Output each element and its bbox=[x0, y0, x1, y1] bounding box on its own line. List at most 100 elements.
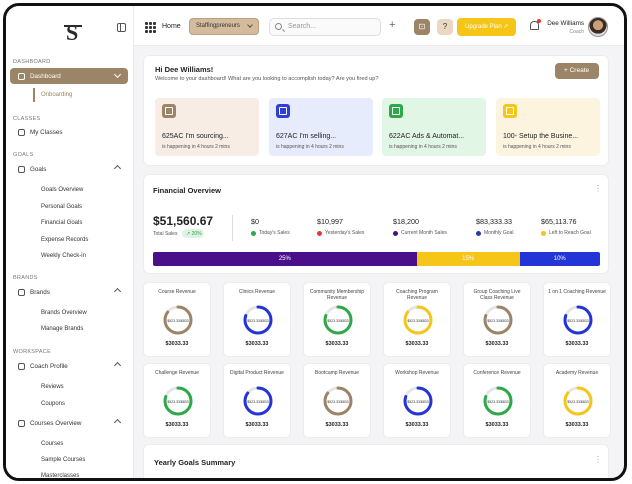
chevron-icon bbox=[113, 361, 122, 370]
revenue-gauge bbox=[403, 386, 433, 416]
revenue-card[interactable]: Challenge Revenue $523.33/$833 $3033.33 bbox=[143, 363, 211, 438]
notification-bell-icon[interactable] bbox=[530, 19, 541, 30]
revenue-card[interactable]: Digital Product Revenue $523.33/$833 $3033… bbox=[223, 363, 291, 438]
revenue-card[interactable]: Coaching Program Revenue $523.33/$833 $303… bbox=[383, 282, 451, 357]
gauge-value: $523.33/$833 bbox=[327, 319, 349, 323]
sidebar-item-expense-records[interactable]: Expense Records bbox=[41, 237, 89, 243]
revenue-title: Digital Product Revenue bbox=[230, 370, 284, 376]
sidebar-item-financial-goals[interactable]: Financial Goals bbox=[41, 220, 83, 226]
notification-dot bbox=[537, 19, 541, 23]
legend-dot bbox=[476, 230, 481, 236]
calendar-icon bbox=[503, 104, 517, 118]
sidebar-item-masterclasses[interactable]: Masterclasses bbox=[41, 473, 80, 479]
revenue-gauge bbox=[163, 305, 193, 335]
total-sales-value: $51,560.67 bbox=[153, 214, 214, 228]
welcome-card: Hi Dee Williams! Welcome to your dashboa… bbox=[143, 55, 609, 166]
revenue-card[interactable]: 1 on 1 Coaching Revenue $523.33/$833 $3033… bbox=[543, 282, 611, 357]
revenue-gauge bbox=[243, 386, 273, 416]
sales-stat: $18,200 Current Month Sales bbox=[393, 217, 447, 236]
sales-progress-bar: 25% 15% 10% bbox=[153, 252, 600, 266]
store-icon[interactable]: ⊡ bbox=[414, 19, 430, 35]
sidebar-item-manage-brands[interactable]: Manage Brands bbox=[41, 326, 84, 332]
stat-label: Monthly Goal bbox=[484, 230, 514, 236]
revenue-card[interactable]: Course Revenue $523.33/$833 $3033.33 bbox=[143, 282, 211, 357]
yearly-goals-title: Yearly Goals Summary bbox=[154, 458, 236, 467]
activity-card[interactable]: 100- Setup the Busine... is happening in … bbox=[496, 98, 600, 156]
sidebar-collapse-icon[interactable] bbox=[117, 23, 126, 32]
home-icon bbox=[18, 72, 25, 80]
stat-label: Yesterday's Sales bbox=[325, 230, 365, 236]
revenue-title: Conference Revenue bbox=[473, 370, 521, 376]
apps-grid-icon[interactable] bbox=[145, 22, 156, 33]
sidebar-item-my-classes[interactable]: My Classes bbox=[10, 124, 128, 140]
calendar-icon bbox=[276, 104, 290, 118]
legend-dot bbox=[393, 230, 398, 236]
search-input[interactable]: Search... bbox=[269, 18, 381, 36]
revenue-card[interactable]: Group Coaching Live Class Revenue $523.33… bbox=[463, 282, 531, 357]
sidebar-item-brands-overview[interactable]: Brands Overview bbox=[41, 310, 87, 316]
revenue-amount: $3033.33 bbox=[565, 422, 589, 428]
help-icon[interactable]: ? bbox=[437, 19, 453, 35]
revenue-title: Course Revenue bbox=[158, 289, 196, 295]
revenue-title: Workshop Revenue bbox=[395, 370, 439, 376]
brand-logo[interactable]: S bbox=[64, 22, 88, 44]
revenue-amount: $3033.33 bbox=[485, 341, 509, 347]
topbar: Home Staffingpreneurs Search... + ⊡ ? Up… bbox=[134, 6, 624, 46]
gauge-value: $523.33/$833 bbox=[407, 319, 429, 323]
sidebar-item-goals-overview[interactable]: Goals Overview bbox=[41, 187, 84, 193]
progress-segment: 10% bbox=[519, 252, 600, 266]
more-options-icon[interactable]: ⋮ bbox=[594, 184, 602, 193]
chevron-down-icon bbox=[247, 22, 253, 28]
sidebar-item-brands[interactable]: Brands bbox=[10, 284, 128, 300]
organization-select[interactable]: Staffingpreneurs bbox=[189, 18, 259, 35]
add-icon[interactable]: + bbox=[389, 19, 396, 31]
sidebar-item-courses[interactable]: Courses bbox=[41, 441, 64, 447]
more-options-icon[interactable]: ⋮ bbox=[594, 455, 602, 464]
sidebar-item-label: Goals bbox=[30, 165, 47, 173]
sidebar-item-dashboard[interactable]: Dashboard bbox=[10, 68, 128, 84]
revenue-card[interactable]: Workshop Revenue $523.33/$833 $3033.33 bbox=[383, 363, 451, 438]
revenue-gauge bbox=[483, 386, 513, 416]
home-link[interactable]: Home bbox=[162, 23, 181, 30]
stat-value: $65,113.76 bbox=[541, 217, 577, 226]
activity-title: 622AC Ads & Automat... bbox=[389, 133, 465, 140]
sidebar-item-weekly-checkin[interactable]: Weekly Check-in bbox=[41, 253, 86, 259]
revenue-card[interactable]: Community Membership Revenue $523.33/$833… bbox=[303, 282, 371, 357]
activity-time: is happening in 4 hours 2 mins bbox=[503, 144, 571, 150]
sidebar-item-coach-profile[interactable]: Coach Profile bbox=[10, 358, 128, 374]
diamond-icon bbox=[18, 288, 25, 296]
revenue-amount: $3033.33 bbox=[165, 422, 189, 428]
upgrade-plan-button[interactable]: Upgrade Plan ↗ bbox=[457, 18, 516, 36]
activity-time: is happening in 4 hours 2 mins bbox=[276, 144, 344, 150]
courses-icon bbox=[18, 419, 25, 427]
revenue-card[interactable]: Conference Revenue $523.33/$833 $3033.33 bbox=[463, 363, 531, 438]
progress-segment: 25% bbox=[153, 252, 417, 266]
chevron-icon bbox=[113, 70, 122, 79]
progress-segment: 15% bbox=[416, 252, 520, 266]
activity-card[interactable]: 625AC I'm sourcing... is happening in 4 h… bbox=[155, 98, 259, 156]
gauge-value: $523.33/$833 bbox=[567, 319, 589, 323]
activity-card[interactable]: 622AC Ads & Automat... is happening in 4 … bbox=[382, 98, 486, 156]
avatar[interactable] bbox=[588, 17, 608, 37]
sidebar-item-reviews[interactable]: Reviews bbox=[41, 384, 64, 390]
search-placeholder: Search... bbox=[288, 23, 317, 30]
gauge-value: $523.33/$833 bbox=[567, 400, 589, 404]
create-label: Create bbox=[569, 67, 590, 74]
revenue-gauge bbox=[323, 386, 353, 416]
stat-label: Today's Sales bbox=[259, 230, 290, 236]
revenue-amount: $3033.33 bbox=[405, 422, 429, 428]
stat-value: $18,200 bbox=[393, 217, 419, 226]
sidebar-item-personal-goals[interactable]: Personal Goals bbox=[41, 204, 83, 210]
revenue-card[interactable]: Academy Revenue $523.33/$833 $3033.33 bbox=[543, 363, 611, 438]
revenue-title: Bootcamp Revenue bbox=[315, 370, 359, 376]
revenue-gauge bbox=[323, 305, 353, 335]
revenue-card[interactable]: Bootcamp Revenue $523.33/$833 $3033.33 bbox=[303, 363, 371, 438]
sidebar-item-sample-courses[interactable]: Sample Courses bbox=[41, 457, 86, 463]
sidebar-item-onboarding[interactable]: Onboarding bbox=[41, 92, 73, 98]
activity-card[interactable]: 627AC I'm selling... is happening in 4 ho… bbox=[269, 98, 373, 156]
sidebar-item-courses-overview[interactable]: Courses Overview bbox=[10, 415, 128, 431]
create-button[interactable]: + Create bbox=[555, 63, 599, 79]
sidebar-item-goals[interactable]: Goals bbox=[10, 161, 128, 177]
revenue-card[interactable]: Clinics Revenue $523.33/$833 $3033.33 bbox=[223, 282, 291, 357]
sidebar-item-coupons[interactable]: Coupons bbox=[41, 401, 66, 407]
